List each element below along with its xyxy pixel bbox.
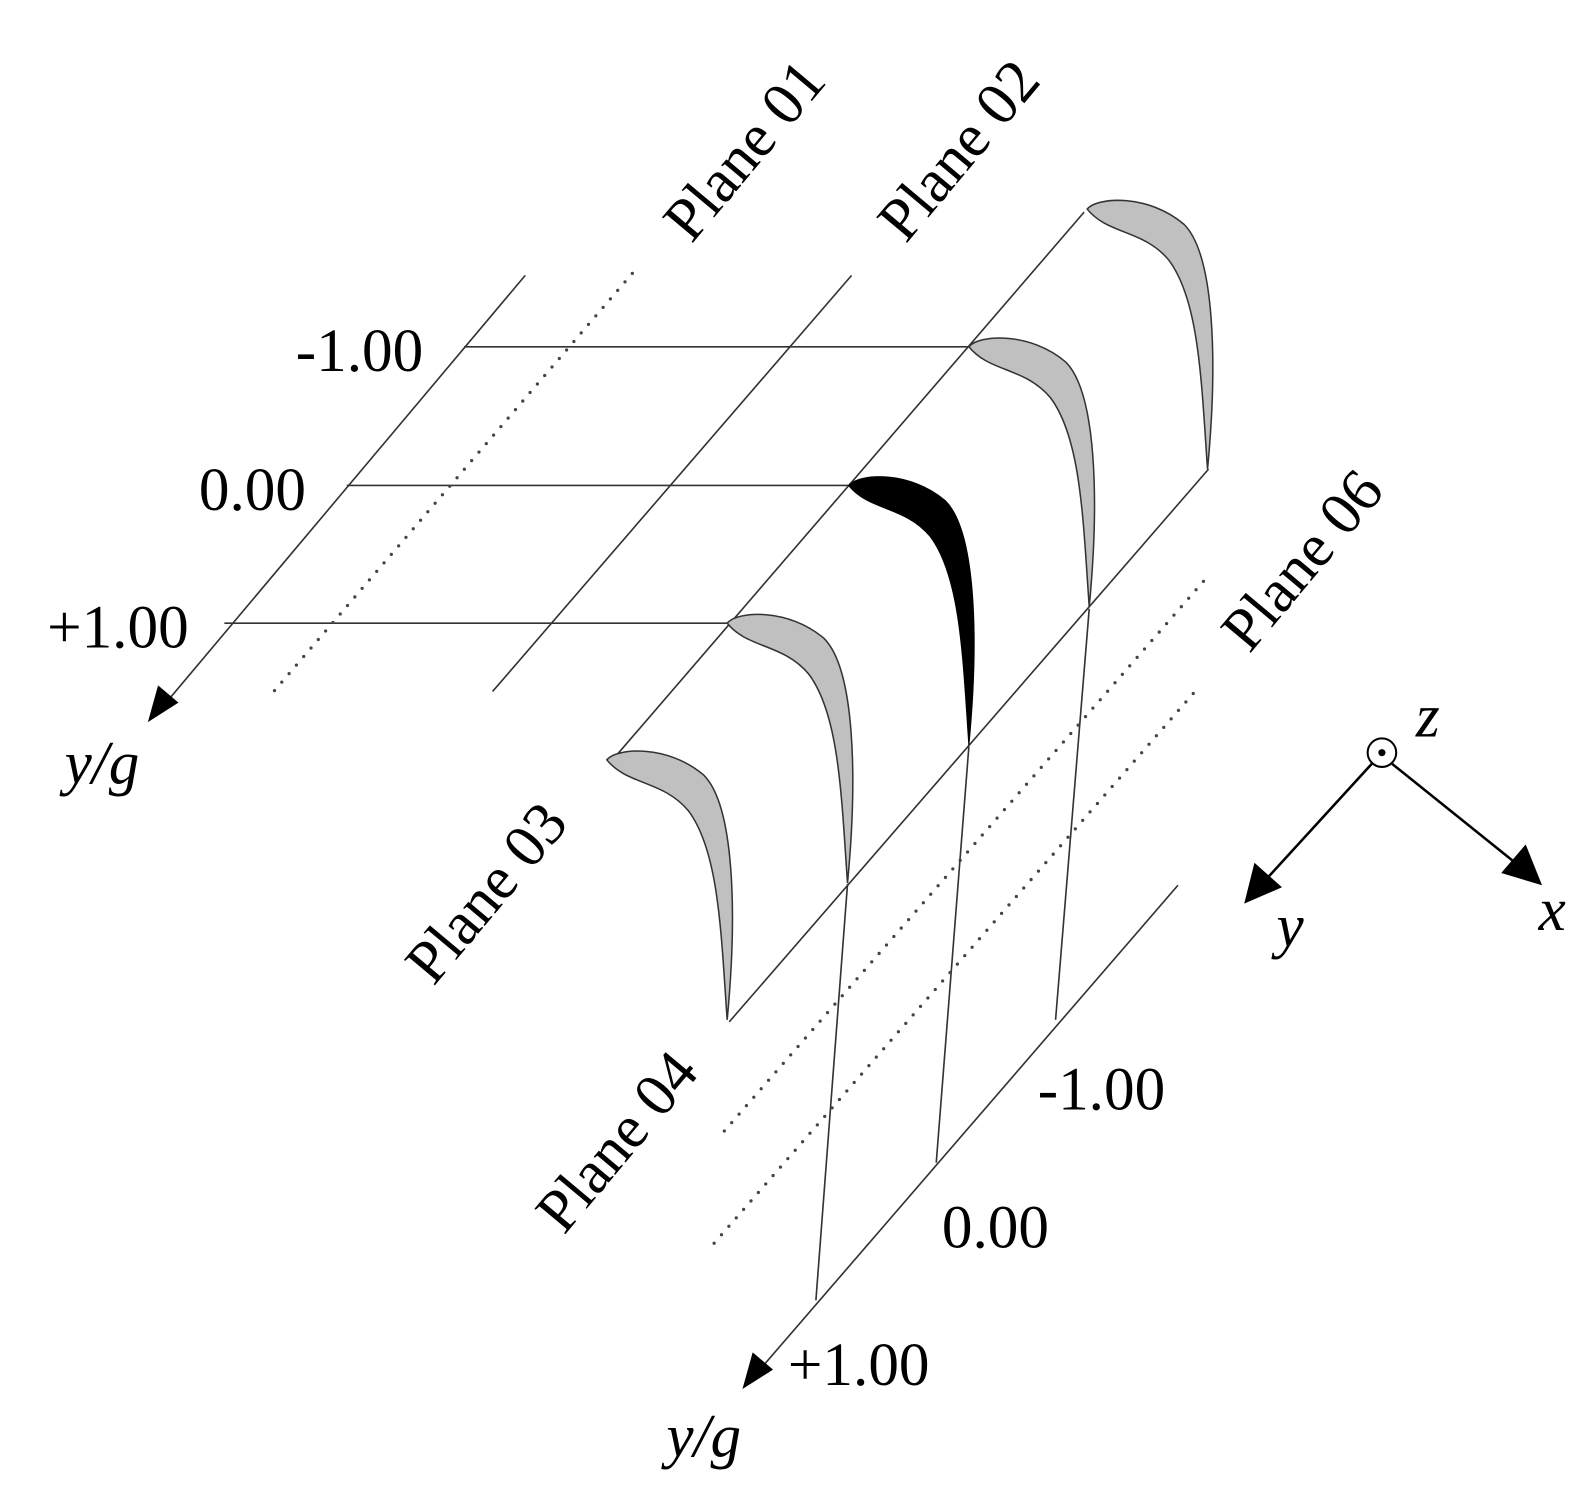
outlet-axis-label: y/g xyxy=(660,1402,741,1470)
inlet-tick-label: -1.00 xyxy=(296,317,423,385)
z-axis-dot xyxy=(1378,749,1386,757)
y-label: y xyxy=(1271,892,1305,960)
x-label: x xyxy=(1538,876,1566,944)
inlet-tick-label: 0.00 xyxy=(199,456,306,524)
wake-line xyxy=(815,884,849,1301)
inlet-axis-arrow xyxy=(147,685,179,723)
plane-label: Plane 03 xyxy=(392,790,581,996)
wake-line xyxy=(1054,608,1091,1020)
x-direction-line xyxy=(1391,762,1523,869)
plane-06-probe-line xyxy=(717,579,1206,1139)
plane-04-probe-line xyxy=(707,691,1195,1251)
blade-highlighted xyxy=(848,476,975,747)
blade xyxy=(968,337,1096,608)
x-direction-arrow xyxy=(1501,844,1543,886)
blade xyxy=(1086,199,1214,470)
blade xyxy=(606,750,734,1021)
y-direction-line xyxy=(1261,763,1373,885)
outlet-axis-arrow xyxy=(742,1352,774,1390)
outlet-tick-label: 0.00 xyxy=(942,1193,1049,1261)
plane-label: Plane 01 xyxy=(650,47,839,253)
plane-label: Plane 02 xyxy=(864,47,1053,253)
outlet-axis-line xyxy=(759,884,1179,1371)
z-label: z xyxy=(1415,682,1440,750)
plane-label: Plane 06 xyxy=(1208,457,1397,663)
inlet-axis-label: y/g xyxy=(59,729,140,797)
inlet-tick-label: +1.00 xyxy=(47,594,189,662)
y-direction-arrow xyxy=(1244,862,1282,904)
plane-label: Plane 04 xyxy=(523,1038,712,1244)
outlet-tick-label: +1.00 xyxy=(788,1331,930,1399)
blade xyxy=(726,613,854,884)
outlet-tick-label: -1.00 xyxy=(1038,1056,1165,1124)
wake-line xyxy=(935,746,970,1163)
plane-02-line xyxy=(491,274,853,693)
